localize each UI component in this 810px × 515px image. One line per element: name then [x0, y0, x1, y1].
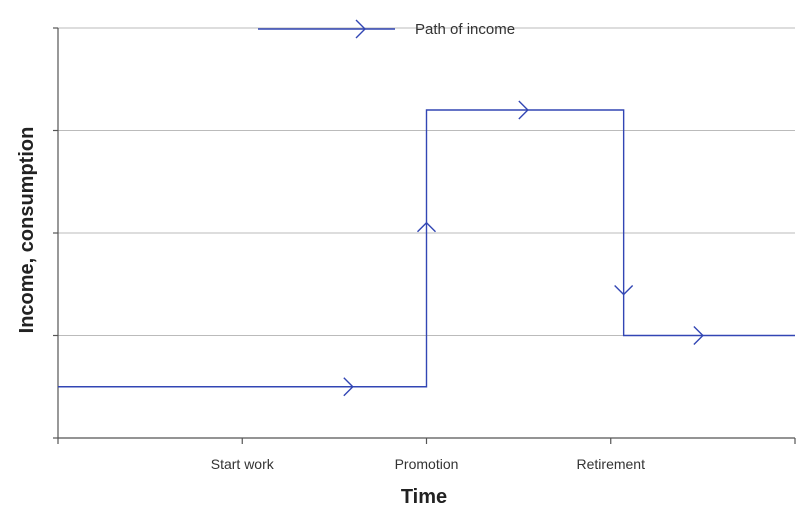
- series-arrow-4: [693, 326, 704, 345]
- y-axis-title: Income, consumption: [16, 127, 38, 334]
- x-tick-label-2: Promotion: [395, 456, 459, 472]
- legend-arrow-icon: [355, 19, 366, 39]
- series-arrow-1: [417, 221, 436, 233]
- legend-label: Path of income: [415, 21, 515, 38]
- series-arrow-3: [614, 285, 634, 296]
- series-line-0: [58, 109, 795, 388]
- legend: Path of income: [258, 19, 515, 39]
- x-axis-title: Time: [401, 486, 447, 508]
- series-layer: [58, 100, 795, 397]
- series-arrow-2: [518, 100, 529, 120]
- axes: [53, 27, 796, 444]
- x-tick-labels: Start work Promotion Retirement: [211, 456, 645, 472]
- x-tick-label-3: Retirement: [577, 456, 646, 472]
- series-arrow-0: [343, 377, 354, 397]
- x-tick-label-1: Start work: [211, 456, 275, 472]
